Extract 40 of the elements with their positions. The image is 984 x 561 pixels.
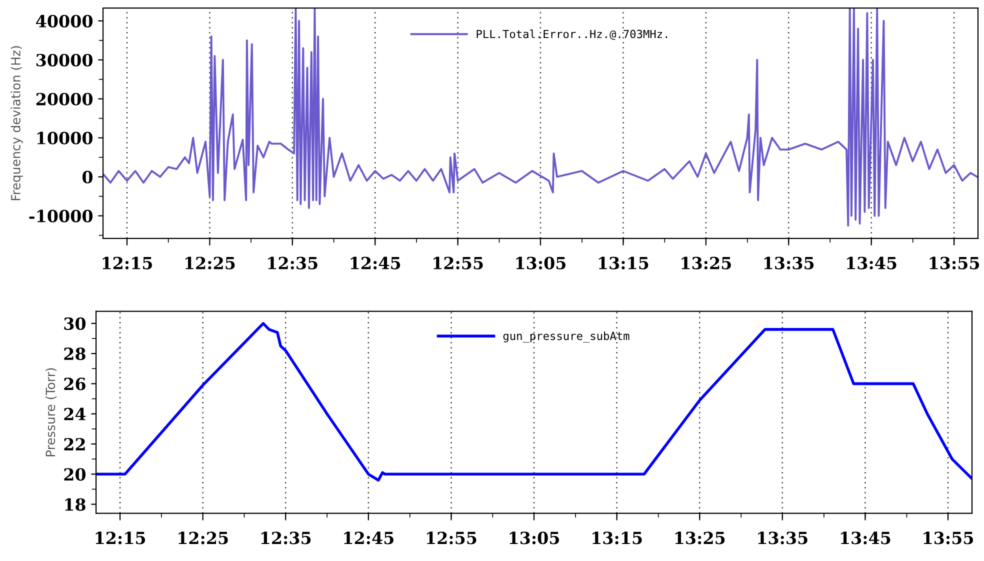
y-axis-title: Frequency deviation (Hz) bbox=[10, 46, 23, 200]
x-tick-label: 13:55 bbox=[924, 532, 974, 544]
x-tick-label: 12:55 bbox=[426, 532, 476, 544]
x-tick-label: 12:45 bbox=[344, 532, 394, 544]
y-axis-title: Pressure (Torr) bbox=[45, 368, 57, 456]
x-tick-label: 12:25 bbox=[178, 532, 228, 544]
y-tick-label: 30 bbox=[64, 317, 86, 330]
y-tick-label: 26 bbox=[64, 378, 86, 390]
x-tick-label: 13:25 bbox=[675, 532, 725, 544]
y-tick-label: 20 bbox=[64, 468, 86, 481]
x-tick-label: 13:15 bbox=[592, 532, 642, 544]
y-tick-label: 10000 bbox=[37, 132, 93, 144]
x-tick-label: 13:35 bbox=[758, 532, 808, 544]
line-series bbox=[96, 322, 972, 482]
y-tick-label: -10000 bbox=[29, 210, 93, 222]
x-tick-label: 12:25 bbox=[185, 256, 235, 270]
y-tick-label: 24 bbox=[64, 408, 86, 420]
y-tick-label: 18 bbox=[65, 498, 86, 511]
x-tick-label: 13:35 bbox=[764, 256, 814, 270]
x-tick-label: 13:25 bbox=[682, 256, 731, 270]
text: PLL.Total.Error..Hz.@.703MHz. bbox=[476, 30, 668, 40]
x-tick-label: 13:05 bbox=[516, 256, 566, 270]
x-tick-label: 12:45 bbox=[350, 256, 400, 270]
y-tick-label: 0 bbox=[82, 170, 93, 184]
x-tick-label: 13:55 bbox=[930, 256, 980, 270]
y-tick-label: 20000 bbox=[36, 92, 93, 106]
y-tick-label: 40000 bbox=[36, 14, 93, 28]
x-tick-label: 12:15 bbox=[96, 532, 146, 544]
x-tick-label: 12:15 bbox=[102, 256, 152, 270]
x-tick-label: 13:15 bbox=[598, 256, 648, 270]
text: gun_pressure_subAtm bbox=[503, 332, 630, 343]
y-tick-label: 30000 bbox=[36, 54, 93, 66]
x-tick-label: 13:45 bbox=[847, 256, 896, 270]
y-tick-label: 28 bbox=[64, 348, 86, 360]
x-tick-label: 13:45 bbox=[840, 532, 890, 544]
x-tick-label: 12:35 bbox=[261, 532, 311, 544]
x-tick-label: 13:05 bbox=[510, 532, 559, 544]
x-tick-label: 12:35 bbox=[268, 256, 318, 270]
y-tick-label: 22 bbox=[64, 438, 85, 450]
x-tick-label: 12:55 bbox=[434, 256, 483, 270]
